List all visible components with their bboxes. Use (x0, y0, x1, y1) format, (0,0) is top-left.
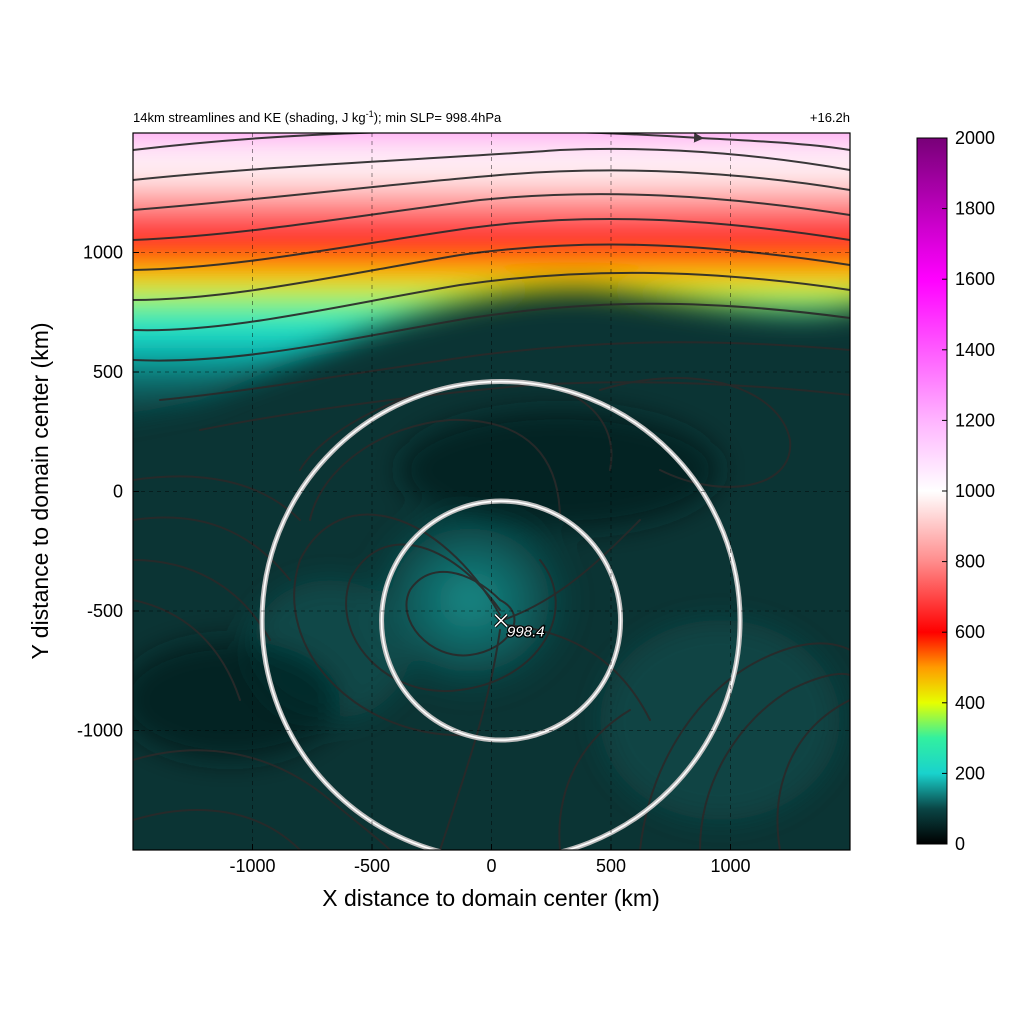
y-axis-title: Y distance to domain center (km) (27, 322, 53, 659)
radius-circle-inner (261, 380, 741, 850)
colorbar-tick-label: 1200 (955, 410, 995, 430)
time-label: +16.2h (810, 110, 850, 125)
colorbar-tick-label: 1800 (955, 199, 995, 219)
y-axis: -1000 -500 0 500 1000 (77, 243, 139, 741)
y-tick-label: 500 (93, 362, 123, 382)
y-tick-label: 1000 (83, 243, 123, 263)
x-axis-title: X distance to domain center (km) (322, 885, 659, 911)
radius-circles (259, 379, 743, 850)
colorbar-tick-label: 1000 (955, 481, 995, 501)
colorbar-tick-label: 200 (955, 763, 985, 783)
colorbar-tick-label: 0 (955, 834, 965, 854)
plot-title: 14km streamlines and KE (shading, J kg-1… (133, 109, 502, 125)
y-tick-label: -1000 (77, 721, 123, 741)
center-cross (494, 614, 508, 628)
colorbar-tick-label: 800 (955, 552, 985, 572)
colorbar-tick-label: 2000 (955, 128, 995, 148)
colorbar-ticks: 0 200 400 600 800 1000 1200 1400 1600 1800 2000 (942, 128, 995, 854)
min-slp-label: 998.4 (507, 624, 545, 641)
x-tick-label: 500 (596, 856, 626, 876)
plot-area: 998.4 (133, 133, 850, 850)
colorbar-tick-label: 1400 (955, 340, 995, 360)
colorbar-tick-label: 600 (955, 622, 985, 642)
y-tick-label: 0 (113, 482, 123, 502)
radius-circle-inner (380, 500, 622, 741)
x-axis: -1000 -500 0 500 1000 (229, 844, 751, 876)
colorbar: 0 200 400 600 800 1000 1200 1400 1600 1800 2000 (916, 128, 995, 854)
x-tick-label: -500 (354, 856, 390, 876)
y-tick-label: -500 (87, 601, 123, 621)
storm-center-marker: 998.4 (493, 613, 546, 642)
colorbar-tick-label: 1600 (955, 269, 995, 289)
x-tick-label: 0 (486, 856, 496, 876)
x-tick-label: -1000 (229, 856, 275, 876)
colorbar-tick-label: 400 (955, 693, 985, 713)
x-tick-label: 1000 (710, 856, 750, 876)
